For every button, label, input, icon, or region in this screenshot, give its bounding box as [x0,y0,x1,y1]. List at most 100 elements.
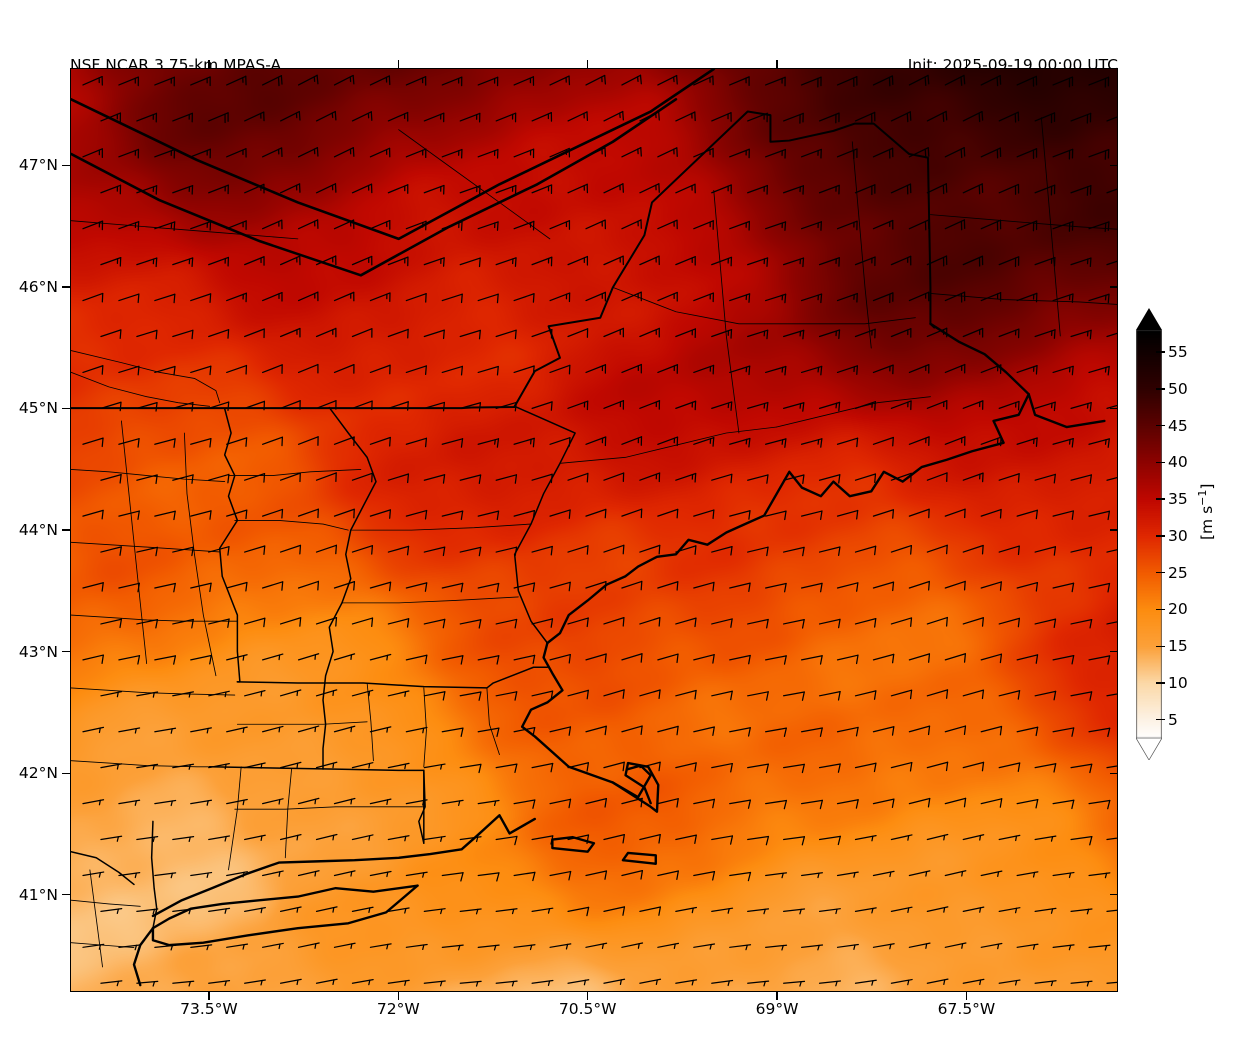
wind-barb [783,763,805,774]
wind-barb [621,291,642,302]
wind-barb [459,474,482,485]
wind-barb [693,943,716,950]
wind-barb [279,183,301,194]
wind-barb [800,148,822,159]
coastline [546,392,1030,645]
wind-barb [244,906,266,914]
wind-barb [872,292,894,304]
coastline [621,851,657,865]
wind-barb [711,835,734,845]
wind-barb [603,689,625,699]
county-border [930,293,1117,305]
wind-barb [693,364,715,375]
wind-barb [531,618,554,628]
wind-barb [441,365,463,376]
x-tick-label: 70.5°W [558,1000,617,1018]
wind-barb [513,365,535,376]
wind-barb [477,944,500,951]
wind-barb [495,835,518,846]
wind-barb [154,944,177,951]
wind-barb [944,219,966,231]
wind-barb [836,437,859,448]
wind-barb [854,979,877,986]
wind-barb [531,256,553,267]
wind-barb [765,799,788,810]
wind-barb [549,220,571,230]
wind-barb [208,835,231,842]
wind-barb [1106,909,1117,913]
wind-barb [459,185,481,195]
wind-barb [172,257,194,268]
wind-barb [513,871,536,882]
wind-barb [118,510,140,520]
wind-barb [1106,188,1117,194]
wind-barb [585,74,606,86]
wind-barb [639,110,660,122]
wind-barb [208,690,230,698]
wind-barb [333,508,355,519]
county-border [284,768,292,859]
wind-barb [962,834,985,841]
wind-barb [639,472,661,483]
wind-barb [226,798,248,806]
x-tick-mark [965,60,968,68]
wind-barb [226,437,248,447]
y-tick-mark [62,286,70,288]
wind-barb [244,545,266,555]
wind-barb [244,834,266,842]
wind-barb [980,942,1003,950]
wind-barb [872,75,894,87]
wind-barb [549,581,571,592]
wind-barb [190,727,212,734]
wind-barb [154,365,176,376]
wind-barb [136,763,159,770]
wind-barb [549,870,572,881]
wind-barb [800,221,822,231]
wind-barb [711,690,733,701]
colorbar-tick-label: 45 [1168,416,1188,435]
wind-barb [262,364,283,374]
wind-barb [459,329,481,340]
wind-barb [800,365,823,376]
county-border [851,141,872,349]
wind-barb [998,256,1020,268]
map-plot-area[interactable] [70,68,1118,992]
county-border [341,596,519,604]
wind-barb [657,725,679,736]
wind-barb [405,365,427,376]
wind-barb [405,582,428,592]
wind-barb [315,327,337,338]
wind-barb [890,978,913,986]
wind-barb [513,944,536,951]
wind-barb [405,220,427,231]
wind-barb [621,580,643,591]
wind-barb [944,870,967,877]
wind-barb [513,220,535,231]
wind-barb [136,546,158,557]
wind-barb [531,690,554,701]
county-border [71,350,221,404]
y-tick-mark [1110,650,1118,653]
colorbar[interactable] [1136,308,1162,760]
wind-barb [836,509,859,520]
wind-barb [854,907,877,914]
wind-barb [765,655,787,665]
wind-barb [549,798,572,809]
wind-barb [657,219,678,230]
wind-barb [1070,474,1092,484]
wind-barb [172,618,194,629]
state-border [150,820,158,929]
wind-barb [351,689,374,697]
county-border [612,286,916,325]
wind-barb [1034,473,1056,484]
wind-barb [1052,148,1074,160]
wind-barb [531,184,553,194]
shear-heatmap-layer [71,69,1117,991]
wind-barb [513,799,536,809]
county-border [89,869,103,968]
wind-barb [1088,76,1110,88]
wind-barb [244,400,266,411]
wind-barb [441,799,464,807]
wind-barb [747,329,769,340]
wind-barb [998,183,1020,195]
